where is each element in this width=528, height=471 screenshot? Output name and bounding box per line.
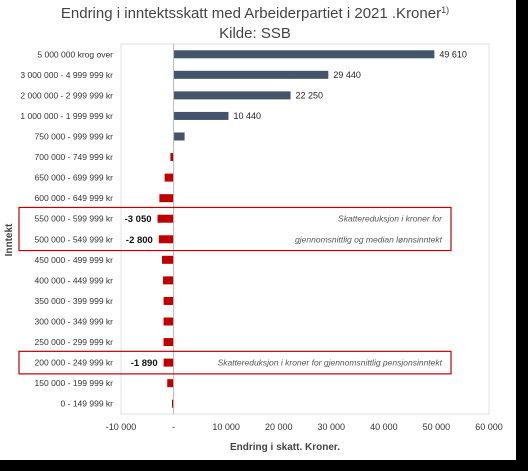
bar: [171, 399, 174, 408]
data-label: -3 050: [125, 214, 152, 225]
x-tick-label: 40 000: [370, 422, 398, 432]
category-label: 650 000 - 699 999 kr: [35, 173, 114, 183]
category-label: 750 000 - 999 999 kr: [35, 132, 114, 142]
x-tick-label: 30 000: [318, 422, 346, 432]
category-label: 500 000 - 549 999 kr: [35, 234, 114, 244]
category-label: 200 000 - 249 999 kr: [35, 358, 114, 368]
bar: [170, 153, 174, 162]
bar: [173, 111, 229, 120]
x-tick-label: 10 000: [212, 422, 240, 432]
bar: [159, 194, 174, 203]
bar: [163, 358, 174, 367]
data-label: -2 800: [126, 235, 153, 246]
x-tick-label: 50 000: [423, 422, 451, 432]
data-label: 10 440: [233, 111, 261, 121]
x-axis-label: Endring i skatt. Kroner.: [230, 442, 340, 453]
category-label: 3 000 000 - 4 999 999 kr: [20, 70, 113, 80]
bar: [162, 255, 174, 264]
category-label: 5 000 000 krog over: [37, 49, 113, 59]
bar: [158, 235, 174, 244]
data-label: -1 890: [131, 358, 158, 369]
annotation-text: Skattereduksjon i kroner for: [338, 214, 443, 224]
category-label: 600 000 - 649 999 kr: [35, 193, 114, 203]
category-label: 550 000 - 599 999 kr: [35, 214, 114, 224]
category-label: 250 000 - 299 999 kr: [35, 337, 114, 347]
category-label: 1 000 000 - 1 999 999 kr: [20, 111, 113, 121]
category-label: 300 000 - 349 999 kr: [35, 317, 114, 327]
x-tick-label: 20 000: [265, 422, 293, 432]
annotation-box: [18, 350, 452, 375]
bar: [163, 338, 174, 347]
category-label: 150 000 - 199 999 kr: [35, 378, 114, 388]
category-label: 2 000 000 - 2 999 999 kr: [20, 90, 113, 100]
plot-area: 5 000 000 krog over 49 610 3 000 000 - 4 9…: [18, 43, 503, 432]
data-label: 22 250: [296, 90, 324, 100]
plot-border: [120, 43, 490, 415]
y-axis-label: Inntekt: [4, 223, 15, 256]
bar: [163, 317, 174, 326]
x-tick-label: 60 000: [475, 422, 503, 432]
category-label: 700 000 - 749 999 kr: [35, 152, 114, 162]
category-label: 450 000 - 499 999 kr: [35, 255, 114, 265]
annotation-text: Skattereduksjon i kroner for gjennomsnit…: [218, 358, 443, 368]
x-tick-label: -: [172, 422, 175, 432]
bar: [157, 214, 174, 223]
chart-title: Endring i inntektsskatt med Arbeiderpart…: [61, 5, 449, 22]
bar: [167, 379, 174, 388]
bar: [164, 173, 174, 182]
category-label: 350 000 - 399 999 kr: [35, 296, 114, 306]
annotation-text: gjennomsnittlig og median lønnsinntekt: [295, 234, 443, 244]
data-label: 29 440: [333, 70, 361, 80]
category-label: 0 - 149 999 kr: [61, 399, 114, 409]
bar: [163, 276, 174, 285]
category-label: 400 000 - 449 999 kr: [35, 275, 114, 285]
bar: [173, 50, 435, 59]
annotation-box: [18, 206, 452, 252]
bar: [163, 296, 174, 305]
x-tick-label: -10 000: [106, 422, 137, 432]
bar: [173, 132, 185, 141]
data-label: 49 610: [439, 49, 467, 59]
panel-shadow: [516, 8, 528, 471]
bar: [173, 91, 291, 100]
chart-subtitle: Kilde: SSB: [219, 25, 291, 42]
bar-chart: Endring i inntektsskatt med Arbeiderpart…: [4, 5, 503, 453]
bar: [173, 70, 329, 79]
